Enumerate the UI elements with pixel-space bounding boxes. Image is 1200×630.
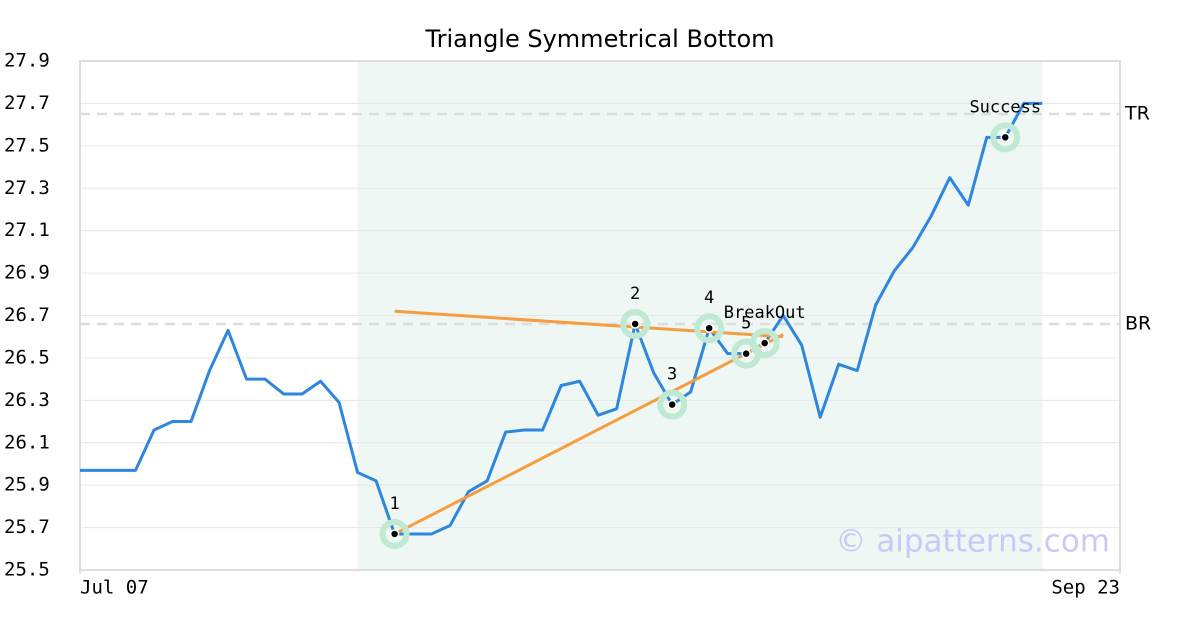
point-halo <box>990 122 1021 153</box>
level-label: TR <box>1124 103 1150 125</box>
point-label: 5 <box>741 314 751 334</box>
x-tick-label: Jul 07 <box>80 577 149 599</box>
y-tick-label: 26.5 <box>4 346 50 368</box>
y-tick-label: 27.1 <box>4 219 50 241</box>
trendline <box>393 333 784 536</box>
point-dot <box>741 348 751 359</box>
point-halo <box>749 328 780 359</box>
point-dot <box>630 319 640 329</box>
chart-title: Triangle Symmetrical Bottom <box>424 25 774 53</box>
x-tick-label: Sep 23 <box>1051 577 1120 599</box>
y-tick-label: 25.9 <box>4 474 50 496</box>
point-dot <box>759 338 770 348</box>
y-tick-label: 26.3 <box>4 389 50 411</box>
point-halo <box>379 518 410 549</box>
y-tick-label: 27.7 <box>4 92 50 114</box>
point-dot <box>704 323 714 333</box>
point-label: 4 <box>704 288 714 308</box>
point-label: 3 <box>667 365 677 385</box>
y-tick-label: 25.7 <box>4 516 50 538</box>
point-dot <box>1000 132 1011 143</box>
level-label: BR <box>1125 312 1151 334</box>
y-tick-label: 27.5 <box>4 134 50 156</box>
point-label: Success <box>969 97 1041 117</box>
y-tick-label: 26.1 <box>4 431 50 453</box>
point-dot <box>389 529 400 539</box>
point-label: BreakOut <box>724 303 806 323</box>
y-tick-label: 27.3 <box>4 177 50 199</box>
y-tick-label: 26.9 <box>4 262 50 284</box>
y-tick-label: 27.9 <box>4 50 50 72</box>
price-line <box>80 101 1043 536</box>
watermark: © aipatterns.com <box>835 524 1110 560</box>
point-dot <box>667 399 677 410</box>
point-halo <box>694 313 725 344</box>
y-tick-label: 25.5 <box>4 559 50 581</box>
plot-border <box>79 60 1121 571</box>
point-halo <box>620 308 651 339</box>
point-label: 2 <box>630 284 640 304</box>
y-tick-label: 26.7 <box>4 304 50 326</box>
point-halo <box>657 389 688 420</box>
point-label: 1 <box>389 494 399 514</box>
